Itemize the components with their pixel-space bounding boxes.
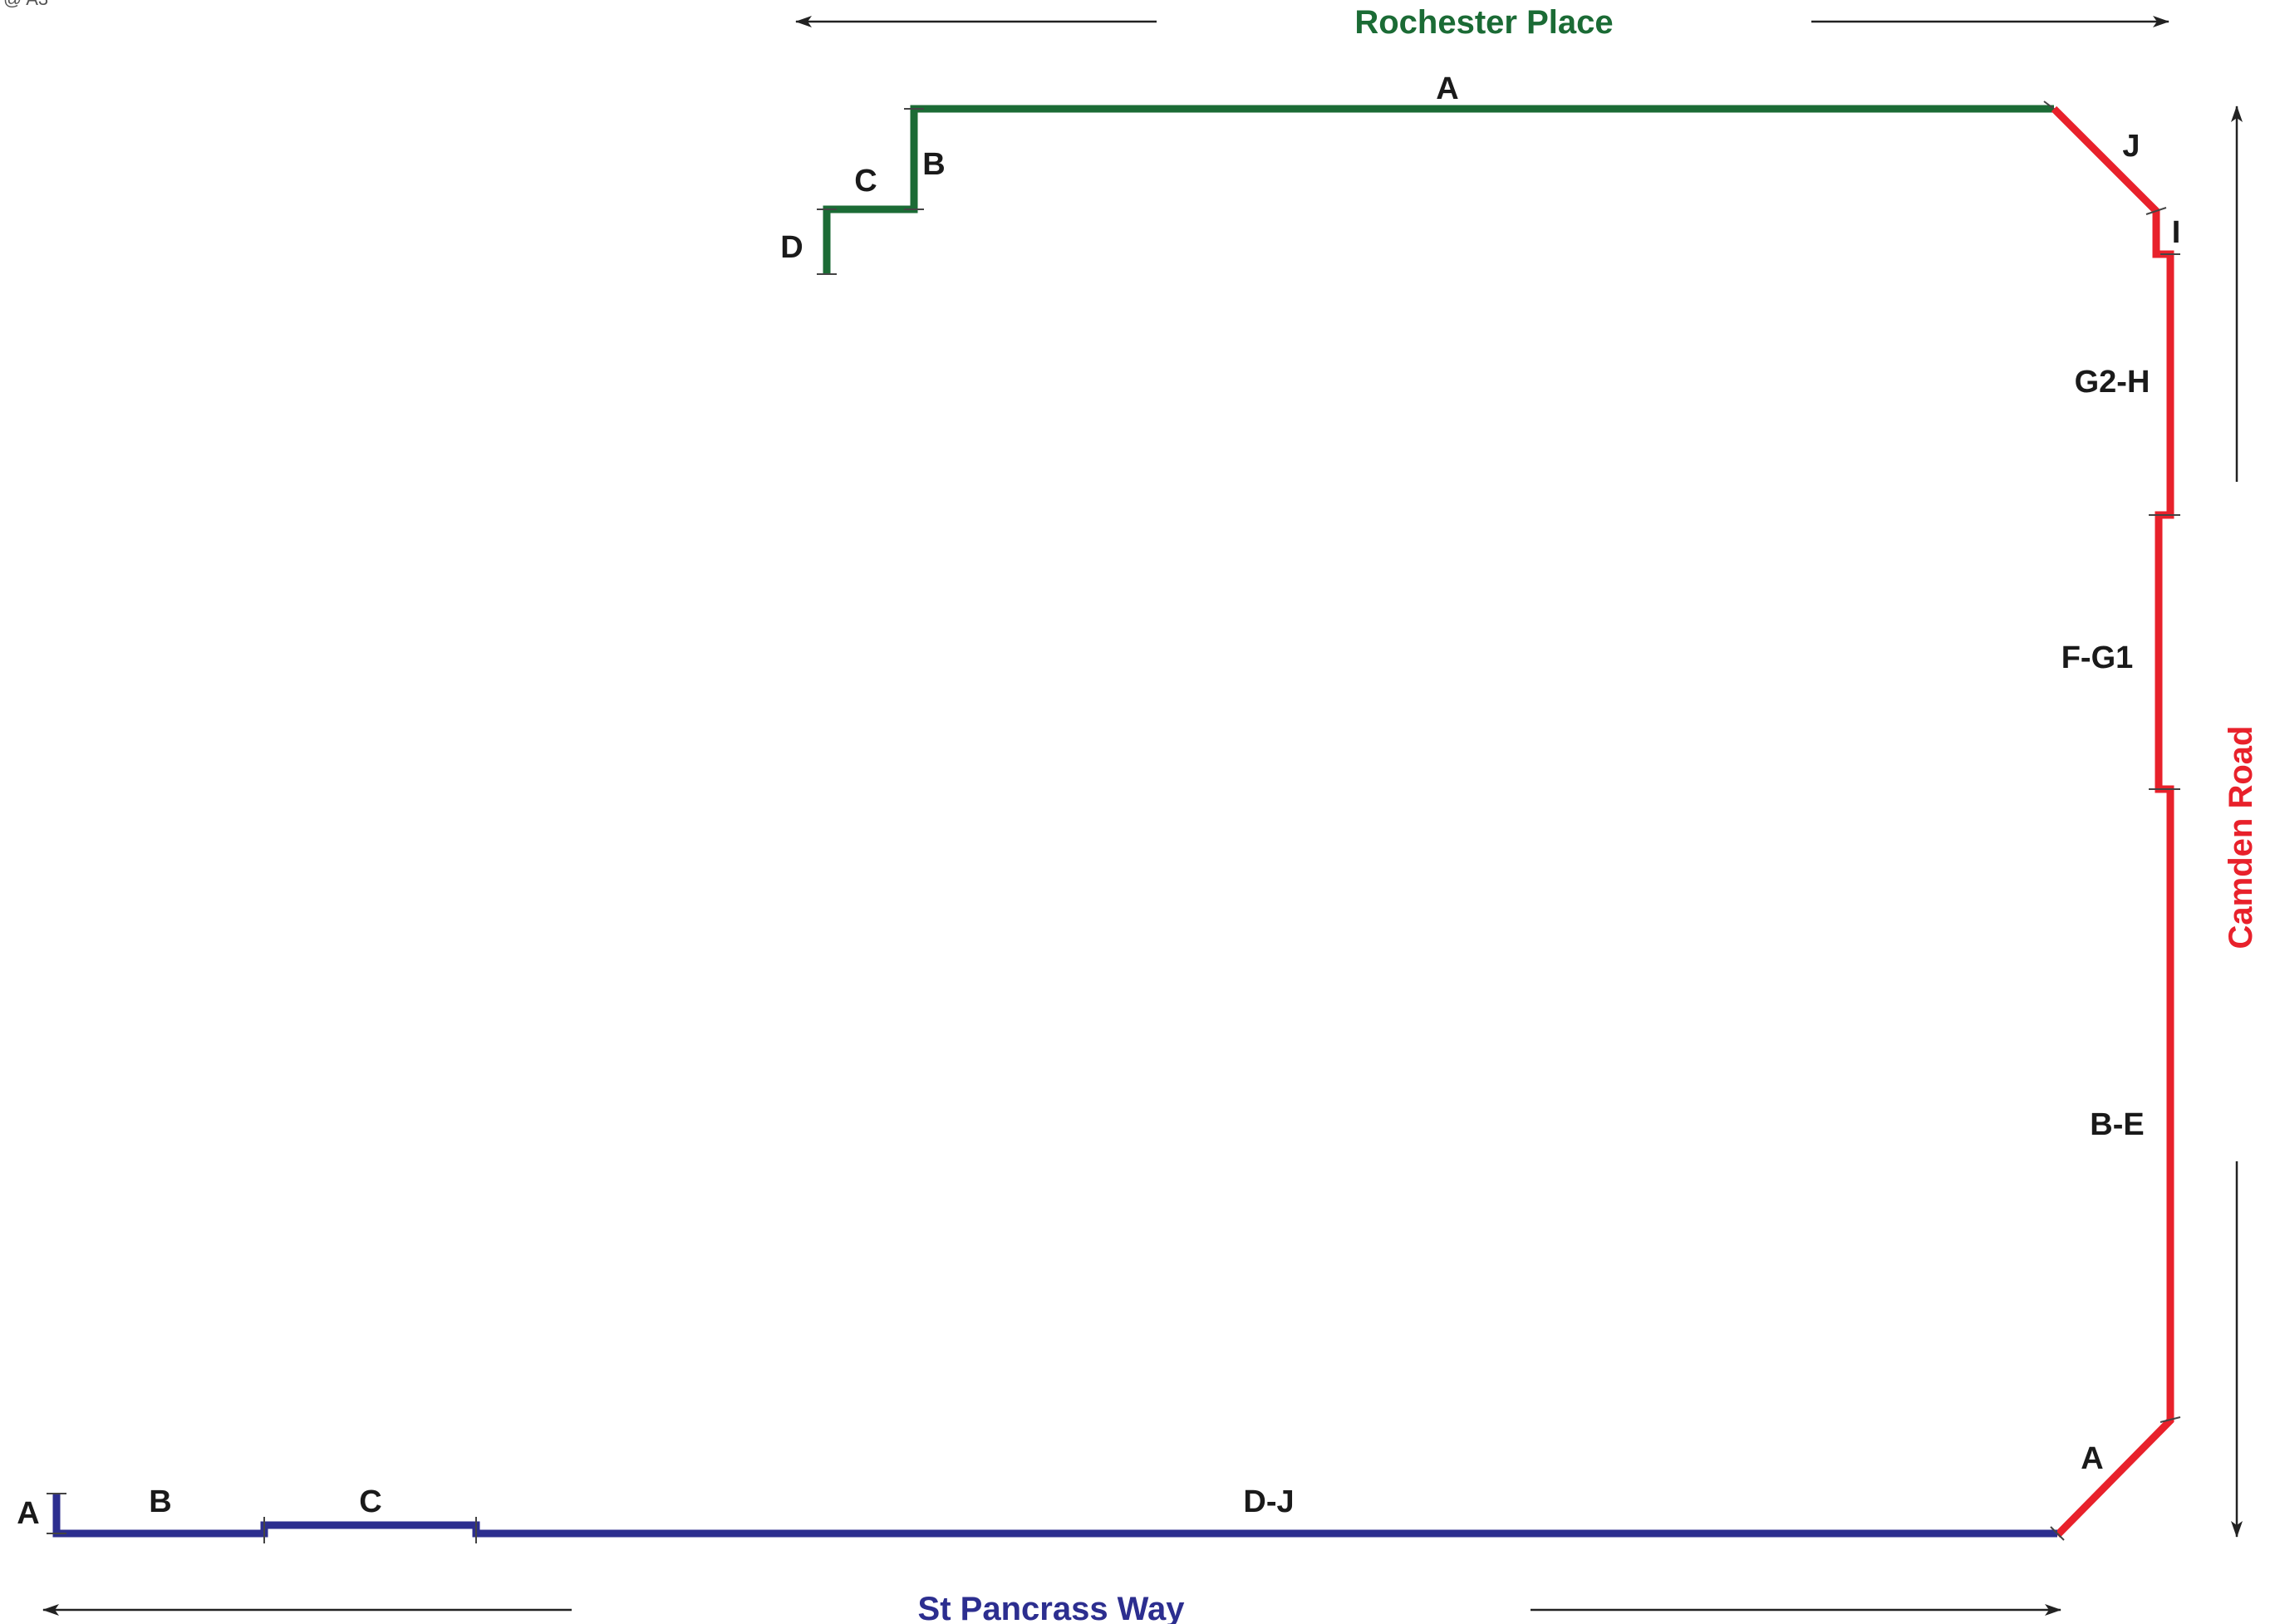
camden-segment-line	[2051, 105, 2174, 1538]
camden-label-f-g1: F-G1	[2061, 640, 2134, 675]
pancras-label-b: B	[149, 1484, 171, 1519]
rochester-tick-marks	[817, 101, 2065, 275]
st-pancrass-way-boundary	[47, 1493, 2065, 1543]
rochester-street-name: Rochester Place	[1354, 4, 1613, 41]
rochester-segment-line	[823, 105, 2054, 274]
scale-note: @ A3	[3, 0, 48, 9]
pancras-street-name: St Pancrass Way	[918, 1591, 1186, 1624]
pancras-segment-line	[52, 1494, 2057, 1538]
camden-label-g2-h: G2-H	[2075, 365, 2150, 400]
pancras-label-a: A	[17, 1496, 39, 1531]
camden-road-boundary	[2051, 105, 2181, 1538]
camden-tick-marks	[2145, 207, 2181, 1423]
pancras-label-c: C	[359, 1484, 381, 1519]
camden-label-j: J	[2122, 129, 2140, 164]
camden-label-i: I	[2172, 215, 2181, 250]
rochester-label-c: C	[854, 164, 877, 199]
pancras-tick-marks	[47, 1493, 2065, 1543]
rochester-label-b: B	[922, 147, 945, 182]
rochester-place-boundary	[817, 101, 2065, 275]
camden-label-a: A	[2081, 1441, 2103, 1476]
pancras-label-d-j: D-J	[1243, 1484, 1294, 1519]
camden-street-name: Camden Road	[2223, 726, 2259, 949]
rochester-label-a: A	[1436, 71, 1458, 106]
camden-label-b-e: B-E	[2090, 1107, 2144, 1142]
rochester-label-d: D	[780, 230, 803, 265]
